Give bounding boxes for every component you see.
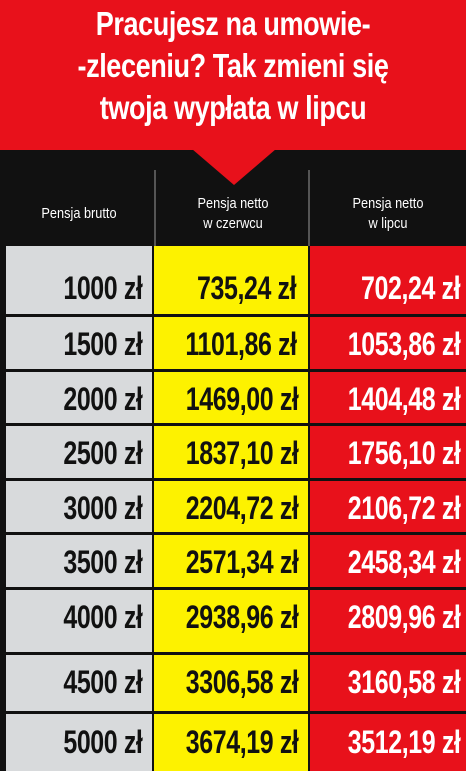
row-divider [6,478,466,481]
gross-salary-cell: 5000 zł [62,724,143,760]
column-header-net-july: Pensja netto w lipcu [310,186,466,242]
column-header-net-june-line2: w czerwcu [203,215,263,232]
headline-pointer-arrow [192,149,276,185]
net-july-cell: 3512,19 zł [347,724,460,760]
headline-banner: Pracujesz na umowie- -zleceniu? Tak zmie… [0,0,466,150]
net-july-cell: 1404,48 zł [347,381,460,417]
net-june-cell: 2571,34 zł [185,544,299,580]
column-header-net-july-line2: w lipcu [368,215,408,232]
net-july-cell: 2809,96 zł [347,599,460,635]
table-row: 3000 zł 2204,72 zł 2106,72 zł [6,482,466,535]
gross-salary-cell: 1000 zł [62,270,143,306]
column-header-gross-label: Pensja brutto [41,205,117,222]
gross-salary-cell: 3500 zł [62,544,143,580]
column-header-net-june-line1: Pensja netto [197,195,269,212]
row-divider [6,587,466,590]
row-divider [6,369,466,372]
headline-line-3: twoja wypłata w lipcu [99,89,367,126]
column-header-net-july-line1: Pensja netto [352,195,424,212]
gross-salary-cell: 4500 zł [62,664,143,700]
net-june-cell: 1837,10 zł [185,435,299,471]
infographic-frame: Pracujesz na umowie- -zleceniu? Tak zmie… [0,0,466,771]
net-june-cell: 2204,72 zł [185,490,299,526]
column-header-gross: Pensja brutto [4,186,154,242]
table-row: 1500 zł 1101,86 zł 1053,86 zł [6,318,466,371]
row-divider [6,532,466,535]
table-row: 1000 zł 735,24 zł 702,24 zł [6,262,466,315]
gross-salary-cell: 3000 zł [62,490,143,526]
net-july-cell: 2458,34 zł [347,544,460,580]
net-july-cell: 702,24 zł [360,270,461,306]
headline-line-2: -zleceniu? Tak zmieni się [77,47,389,84]
row-divider [6,423,466,426]
header-divider [308,170,310,246]
column-july-background [310,246,466,771]
gross-salary-cell: 4000 zł [62,599,143,635]
table-row: 3500 zł 2571,34 zł 2458,34 zł [6,536,466,589]
table-row: 2500 zł 1837,10 zł 1756,10 zł [6,427,466,480]
table-row: 4500 zł 3306,58 zł 3160,58 zł [6,656,466,709]
net-july-cell: 1053,86 zł [347,326,460,362]
table-row: 5000 zł 3674,19 zł 3512,19 zł [6,716,466,769]
header-divider [154,170,156,246]
net-july-cell: 2106,72 zł [347,490,460,526]
row-divider [6,314,466,317]
gross-salary-cell: 2500 zł [62,435,143,471]
column-gross-background [6,246,152,771]
net-june-cell: 2938,96 zł [185,599,299,635]
table-row: 2000 zł 1469,00 zł 1404,48 zł [6,373,466,426]
row-divider [6,711,466,714]
net-june-cell: 1101,86 zł [185,326,297,362]
column-june-background [154,246,308,771]
column-header-net-june: Pensja netto w czerwcu [157,186,309,242]
net-july-cell: 3160,58 zł [347,664,460,700]
net-july-cell: 1756,10 zł [347,435,460,471]
net-june-cell: 3674,19 zł [185,724,299,760]
headline-line-1: Pracujesz na umowie- [95,5,371,42]
table-row: 4000 zł 2938,96 zł 2809,96 zł [6,591,466,644]
gross-salary-cell: 1500 zł [62,326,143,362]
gross-salary-cell: 2000 zł [62,381,143,417]
net-june-cell: 735,24 zł [196,270,297,306]
row-divider [6,652,466,655]
net-june-cell: 3306,58 zł [185,664,299,700]
net-june-cell: 1469,00 zł [185,381,299,417]
